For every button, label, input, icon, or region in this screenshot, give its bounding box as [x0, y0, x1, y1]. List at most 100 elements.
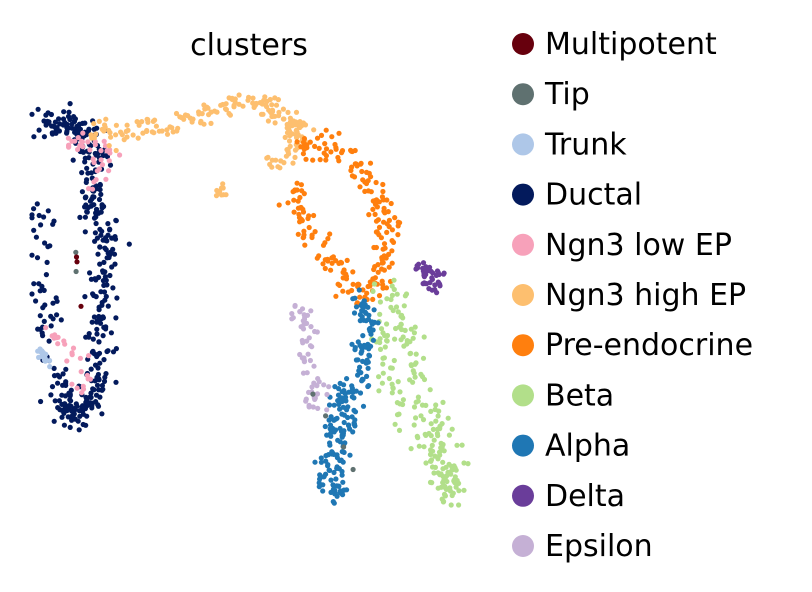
point-ngn3-low-ep [61, 338, 67, 344]
point-beta [397, 389, 403, 395]
point-ductal [74, 129, 80, 135]
point-alpha [332, 427, 339, 433]
point-alpha [340, 479, 346, 485]
point-pre-endocrine [294, 139, 300, 145]
point-ductal [29, 252, 35, 258]
point-pre-endocrine [384, 197, 390, 203]
point-ductal [88, 366, 94, 372]
legend-item-trunk: Trunk [512, 127, 627, 162]
point-ductal [50, 300, 56, 306]
point-ductal [91, 314, 97, 320]
point-ductal [83, 422, 89, 428]
point-ngn3-low-ep [55, 341, 61, 347]
point-ductal [82, 294, 88, 300]
point-epsilon [314, 391, 321, 397]
point-pre-endocrine [296, 215, 303, 221]
point-ductal [110, 349, 117, 355]
point-ductal [101, 259, 107, 265]
point-alpha [312, 459, 318, 465]
legend-label-alpha: Alpha [545, 429, 630, 464]
point-ductal [33, 234, 40, 240]
point-beta [447, 488, 453, 494]
point-beta [412, 374, 418, 380]
point-ductal [36, 127, 42, 133]
point-alpha [349, 385, 355, 391]
point-delta [437, 281, 443, 288]
point-ductal [98, 191, 104, 197]
point-ductal [48, 313, 54, 319]
point-ductal [108, 330, 114, 336]
point-beta [446, 432, 452, 438]
point-ngn3-high-ep [91, 135, 97, 141]
point-beta [408, 446, 414, 452]
point-ngn3-low-ep [99, 162, 106, 168]
point-ductal [102, 237, 108, 243]
point-alpha [365, 383, 371, 390]
point-pre-endocrine [367, 160, 374, 166]
point-pre-endocrine [325, 236, 331, 242]
point-ngn3-high-ep [121, 137, 127, 143]
point-alpha [357, 312, 363, 318]
point-ngn3-high-ep [106, 127, 112, 134]
point-pre-endocrine [291, 209, 297, 215]
point-trunk [47, 364, 53, 370]
point-ngn3-low-ep [64, 358, 70, 364]
point-ductal [97, 360, 103, 366]
point-pre-endocrine [371, 244, 377, 251]
point-ductal [63, 380, 69, 386]
point-trunk [40, 354, 46, 360]
point-beta [392, 336, 398, 342]
point-beta [377, 311, 383, 317]
point-alpha [363, 310, 369, 316]
point-pre-endocrine [388, 200, 394, 207]
point-ductal [62, 401, 68, 407]
point-ductal [41, 214, 47, 220]
point-ngn3-high-ep [103, 116, 109, 122]
point-beta [396, 427, 403, 433]
point-pre-endocrine [374, 204, 380, 210]
point-beta [388, 365, 394, 371]
point-alpha [359, 308, 365, 314]
legend-item-pre-endocrine: Pre-endocrine [512, 328, 753, 363]
point-beta [441, 498, 447, 505]
point-ngn3-high-ep [199, 111, 205, 117]
point-ductal [72, 407, 78, 413]
point-ngn3-high-ep [265, 118, 271, 124]
point-beta [454, 442, 460, 448]
point-alpha [351, 407, 357, 413]
point-pre-endocrine [312, 229, 318, 235]
point-alpha [349, 414, 355, 420]
point-beta [379, 380, 385, 386]
point-ngn3-low-ep [70, 345, 77, 351]
point-ductal [48, 392, 54, 398]
point-ngn3-high-ep [113, 122, 119, 128]
point-ductal [61, 109, 67, 115]
point-ductal [91, 126, 97, 132]
point-ductal [29, 215, 35, 221]
point-beta [440, 459, 446, 465]
point-pre-endocrine [383, 285, 390, 291]
point-pre-endocrine [379, 278, 385, 284]
point-beta [432, 453, 438, 459]
legend-marker-ngn3-high-ep [512, 284, 534, 306]
point-beta [453, 484, 459, 490]
legend-label-tip: Tip [544, 77, 590, 112]
point-pre-endocrine [338, 260, 345, 266]
point-beta [437, 426, 443, 432]
point-beta [440, 473, 446, 479]
point-alpha [317, 472, 323, 478]
point-delta [415, 265, 421, 271]
point-alpha [320, 488, 326, 494]
point-pre-endocrine [295, 231, 301, 237]
point-beta [403, 291, 410, 297]
point-ngn3-high-ep [220, 181, 226, 187]
point-ngn3-high-ep [118, 129, 124, 135]
point-beta [453, 467, 459, 473]
point-ngn3-high-ep [272, 120, 278, 126]
point-pre-endocrine [386, 264, 392, 270]
legend-marker-ngn3-low-ep [512, 233, 534, 256]
point-ngn3-high-ep [113, 147, 119, 154]
point-ductal [106, 254, 112, 261]
point-ngn3-low-ep [92, 142, 98, 148]
point-ductal [107, 272, 113, 279]
